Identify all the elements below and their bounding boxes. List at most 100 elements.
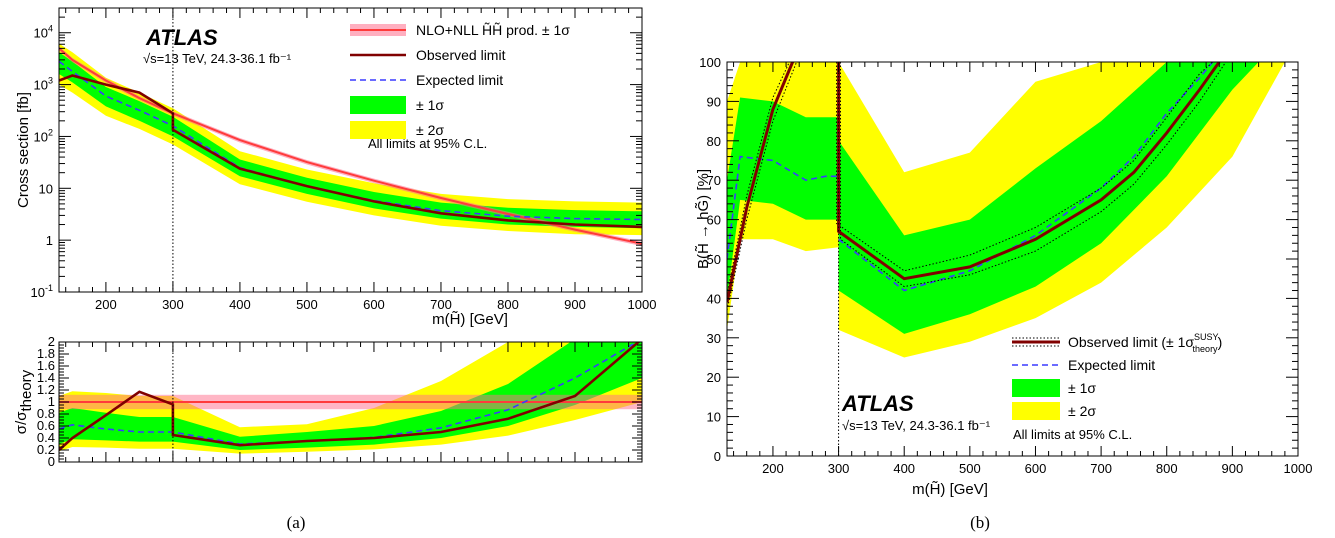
right-observed-line <box>837 62 1221 281</box>
br-y-tick-label: 10 <box>707 410 721 425</box>
br-legend-item-observed: Observed limit (± 1σSUSY theory) <box>1012 332 1222 354</box>
caption-a: (a) <box>287 513 306 532</box>
caption-b: (b) <box>970 513 990 532</box>
left-band-1sigma <box>727 97 839 299</box>
br-y-tick-label: 100 <box>699 55 721 70</box>
x-tick-label: 1000 <box>1284 461 1313 476</box>
legend-item-band2: ± 2σ <box>350 121 444 139</box>
plot-frame <box>58 7 643 293</box>
ratio-y-tick-label: 0.8 <box>37 406 55 421</box>
br-y-tick-label: 60 <box>707 213 721 228</box>
br-y-tick-label: 30 <box>707 331 721 346</box>
ratio-y-axis-label: σ/σtheory <box>13 369 35 434</box>
x-tick-label: 200 <box>95 297 117 312</box>
x-tick-label: 600 <box>363 297 385 312</box>
y-tick-label: 102 <box>34 127 53 144</box>
legend-item-band1: ± 1σ <box>350 96 444 114</box>
plot-area <box>59 8 642 292</box>
br-legend-item-expected: Expected limit <box>1012 357 1155 373</box>
br-plot-area <box>727 62 1285 456</box>
x-tick-label: 200 <box>762 461 784 476</box>
br-y-tick-label: 20 <box>707 370 721 385</box>
ratio-y-tick-label: 0.2 <box>37 442 55 457</box>
br-atlas-label: ATLAS <box>841 391 914 416</box>
right-observed-down <box>840 62 1227 288</box>
observed-line <box>59 74 642 229</box>
ratio-y-tick-label: 1 <box>48 394 55 409</box>
legend-label: ± 2σ <box>416 122 444 138</box>
ratio-observed-line <box>59 342 641 451</box>
legend-item-theory: NLO+NLL H̃H̃ prod. ± 1σ <box>350 22 570 38</box>
br-legend-item-band1: ± 1σ <box>1012 379 1096 397</box>
br-legend-label: ± 1σ <box>1068 380 1096 396</box>
x-tick-label: 900 <box>1222 461 1244 476</box>
legend-label: Observed limit <box>416 47 506 63</box>
ratio-y-tick-label: 1.2 <box>37 382 55 397</box>
left-expected-line <box>727 155 839 260</box>
x-tick-label: 1000 <box>628 297 657 312</box>
left-observed-up <box>727 62 790 295</box>
br-legend-label: Observed limit (± 1σSUSY theory) <box>1068 332 1222 354</box>
br-y-axis-label: B(H̃ → hG̃) [%] <box>695 169 712 269</box>
y-tick-label: 10 <box>39 181 53 196</box>
ratio-y-tick-label: 0.4 <box>37 430 55 445</box>
right-observed-up <box>836 62 1214 272</box>
legend-swatch-band1 <box>350 96 406 114</box>
legend-label: ± 1σ <box>416 97 444 113</box>
x-tick-label: 700 <box>1090 461 1112 476</box>
br-legend-swatch-band2 <box>1012 402 1060 420</box>
br-y-tick-label: 80 <box>707 134 721 149</box>
y-tick-label: 1 <box>46 233 53 248</box>
br-y-tick-label: 0 <box>714 449 721 464</box>
y-tick-label: 104 <box>34 24 53 41</box>
x-tick-label: 500 <box>296 297 318 312</box>
x-tick-label: 700 <box>430 297 452 312</box>
ratio-y-tick-label: 1.4 <box>37 370 55 385</box>
br-legend-item-band2: ± 2σ <box>1012 402 1096 420</box>
br-legend-swatch-band1 <box>1012 379 1060 397</box>
br-legend-label: ± 2σ <box>1068 403 1096 419</box>
cl-annotation: All limits at 95% C.L. <box>368 136 487 151</box>
x-tick-label: 300 <box>828 461 850 476</box>
legend-item-observed: Observed limit <box>350 47 506 63</box>
x-tick-label: 800 <box>497 297 519 312</box>
ratio-y-tick-label: 1.8 <box>37 346 55 361</box>
atlas-label: ATLAS <box>145 25 218 50</box>
lumi-label: √s=13 TeV, 24.3-36.1 fb⁻¹ <box>143 51 292 66</box>
ratio-y-tick-label: 0 <box>48 454 55 469</box>
x-tick-label: 300 <box>162 297 184 312</box>
x-tick-label: 600 <box>1025 461 1047 476</box>
ratio-y-tick-label: 1.6 <box>37 358 55 373</box>
br-y-tick-label: 50 <box>707 252 721 267</box>
legend-label: NLO+NLL H̃H̃ prod. ± 1σ <box>416 22 570 38</box>
ratio-y-tick-label: 0.6 <box>37 418 55 433</box>
x-tick-label: 900 <box>564 297 586 312</box>
br-y-tick-label: 40 <box>707 291 721 306</box>
x-axis-label: m(H̃) [GeV] <box>432 311 508 328</box>
x-tick-label: 400 <box>893 461 915 476</box>
y-tick-label: 10-1 <box>31 283 53 300</box>
panel-b-branching-ratio-plot: 200 300 400 500 600 700 800 900 1000 0 10 20 30 40 50 6… <box>695 55 1313 498</box>
br-y-tick-label: 90 <box>707 94 721 109</box>
panel-a-cross-section-plot: 200 300 400 500 600 700 800 900 1000 10-1 1 10 102 10… <box>15 7 657 328</box>
band-1sigma <box>59 52 642 229</box>
y-tick-label: 103 <box>34 76 53 93</box>
y-axis-label: Cross section [fb] <box>15 92 32 208</box>
x-tick-label: 800 <box>1156 461 1178 476</box>
ratio-expected-line <box>59 342 639 445</box>
left-observed-line <box>727 62 794 303</box>
br-legend-label: Expected limit <box>1068 357 1155 373</box>
ratio-plot-area <box>59 342 642 462</box>
legend-label: Expected limit <box>416 72 503 88</box>
x-tick-label: 400 <box>229 297 251 312</box>
panel-a-ratio-plot: 00.20.40.60.811.21.41.61.82 σ/σtheory <box>13 334 643 469</box>
br-cl-annotation: All limits at 95% C.L. <box>1013 427 1132 442</box>
ratio-band-1sigma <box>59 342 642 450</box>
ratio-y-tick-label: 2 <box>48 334 55 349</box>
left-observed-down <box>727 62 798 311</box>
br-x-axis-label: m(H̃) [GeV] <box>912 481 988 498</box>
x-tick-label: 500 <box>959 461 981 476</box>
legend-swatch-band2 <box>350 121 406 139</box>
legend-item-expected: Expected limit <box>350 72 503 88</box>
